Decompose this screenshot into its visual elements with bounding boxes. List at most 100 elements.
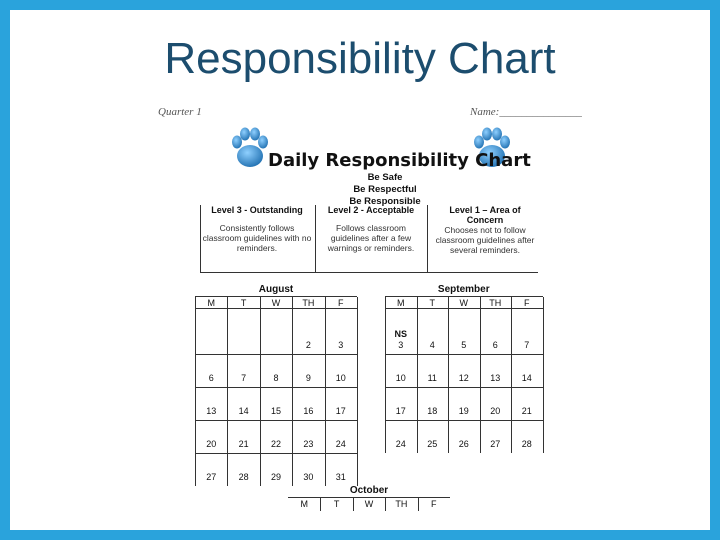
date-cell: 24 xyxy=(395,439,406,449)
date-cell: 28 xyxy=(521,439,532,449)
day-header: W xyxy=(364,499,374,509)
date-cell: 17 xyxy=(335,406,346,416)
divider xyxy=(511,297,512,453)
rules-list: Be Safe Be Respectful Be Responsible xyxy=(300,172,470,208)
divider xyxy=(542,297,544,453)
divider xyxy=(479,297,481,453)
divider xyxy=(292,297,294,486)
date-cell: 25 xyxy=(427,439,438,449)
divider xyxy=(195,297,196,486)
date-cell: 15 xyxy=(270,406,281,416)
date-cell: 29 xyxy=(270,472,281,482)
slide-title: Responsibility Chart xyxy=(164,34,556,83)
date-cell: 23 xyxy=(303,439,314,449)
date-cell: 7 xyxy=(524,340,530,350)
divider xyxy=(385,297,386,453)
divider xyxy=(385,420,543,421)
divider xyxy=(320,498,322,511)
divider xyxy=(448,297,449,453)
date-cell: 18 xyxy=(427,406,438,416)
date-cell: 11 xyxy=(427,373,437,383)
divider xyxy=(315,205,316,273)
month-name: September xyxy=(437,284,490,295)
divider xyxy=(385,498,387,511)
paw-print-icon xyxy=(474,127,510,167)
ns-label: NS xyxy=(394,329,407,339)
rule-item: Be Responsible xyxy=(349,196,421,207)
date-cell: 6 xyxy=(208,373,214,383)
day-header: M xyxy=(300,499,308,509)
level-3-column: Level 3 - Outstanding Consistently follo… xyxy=(202,205,312,271)
date-cell: 3 xyxy=(398,340,404,350)
divider xyxy=(195,308,357,309)
day-header: TH xyxy=(395,499,408,509)
day-header: T xyxy=(240,298,247,308)
date-cell: 20 xyxy=(490,406,501,416)
day-header: M xyxy=(397,298,405,308)
day-header: F xyxy=(524,298,530,308)
date-cell: 14 xyxy=(521,373,532,383)
day-header: TH xyxy=(489,298,502,308)
date-cell: 6 xyxy=(492,340,498,350)
month-name: August xyxy=(258,284,294,295)
divider xyxy=(200,205,201,273)
date-cell: 24 xyxy=(335,439,346,449)
divider xyxy=(352,498,354,511)
divider xyxy=(416,297,418,453)
day-header: F xyxy=(431,499,437,509)
date-cell: 7 xyxy=(241,373,247,383)
month-name: October xyxy=(349,485,389,496)
level-1-column: Level 1 – Area of Concern Chooses not to… xyxy=(430,205,540,271)
level-title: Level 2 - Acceptable xyxy=(327,205,415,215)
level-title: Level 1 – Area of Concern xyxy=(449,205,521,225)
divider xyxy=(259,297,261,486)
date-cell: 30 xyxy=(303,472,314,482)
date-cell: 4 xyxy=(429,340,435,350)
divider xyxy=(195,296,357,297)
rule-item: Be Safe xyxy=(367,172,403,183)
level-title: Level 3 - Outstanding xyxy=(211,205,303,215)
date-cell: 8 xyxy=(273,373,279,383)
date-cell: 16 xyxy=(303,406,314,416)
date-cell: 3 xyxy=(338,340,344,350)
date-cell: 31 xyxy=(335,472,346,482)
divider xyxy=(385,354,543,355)
date-cell: 12 xyxy=(458,373,469,383)
date-cell: 21 xyxy=(521,406,532,416)
day-header: F xyxy=(338,298,344,308)
day-header: W xyxy=(459,298,469,308)
date-cell: 27 xyxy=(206,472,217,482)
divider xyxy=(385,296,543,297)
divider xyxy=(417,498,419,511)
date-cell: 14 xyxy=(238,406,249,416)
date-cell: 19 xyxy=(458,406,469,416)
date-cell: 21 xyxy=(238,439,249,449)
date-cell: 10 xyxy=(395,373,406,383)
divider xyxy=(288,497,450,498)
date-cell: 28 xyxy=(238,472,249,482)
divider xyxy=(195,387,357,388)
day-header: M xyxy=(207,298,215,308)
date-cell: 27 xyxy=(490,439,501,449)
day-header: T xyxy=(429,298,436,308)
date-cell: 20 xyxy=(206,439,217,449)
date-cell: 22 xyxy=(270,439,281,449)
levels-table: Level 3 - Outstanding Consistently follo… xyxy=(200,205,540,273)
date-cell: 26 xyxy=(458,439,469,449)
rule-item: Be Respectful xyxy=(353,184,417,195)
divider xyxy=(195,453,357,454)
date-cell: 2 xyxy=(305,340,311,350)
paw-print-icon xyxy=(232,127,268,167)
date-cell: 9 xyxy=(305,373,311,383)
divider xyxy=(385,308,543,309)
level-description: Follows classroom guidelines after a few… xyxy=(327,223,415,253)
name-field-label: Name:_______________ xyxy=(470,106,582,118)
level-2-column: Level 2 - Acceptable Follows classroom g… xyxy=(318,205,424,271)
date-cell: 17 xyxy=(395,406,406,416)
date-cell: 13 xyxy=(206,406,217,416)
divider xyxy=(385,387,543,388)
date-cell: 10 xyxy=(335,373,346,383)
day-header: T xyxy=(333,499,340,509)
date-cell: 13 xyxy=(490,373,501,383)
